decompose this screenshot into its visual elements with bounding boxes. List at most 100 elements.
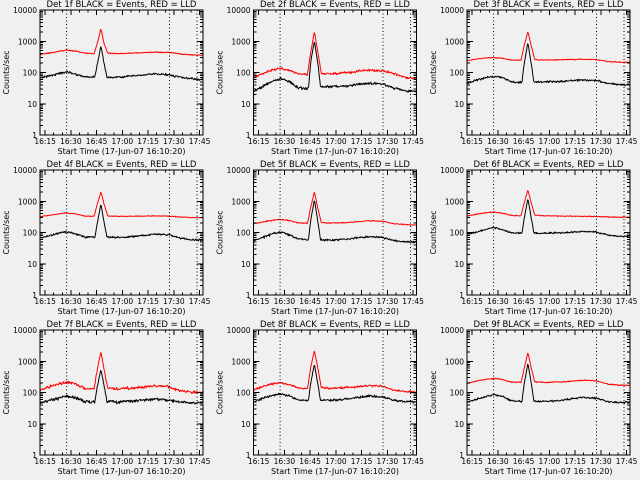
x-tick-label: 16:30 <box>487 457 509 466</box>
x-tick-label: 17:45 <box>616 457 638 466</box>
chart-svg: Det 3f BLACK = Events, RED = LLD 16:15 16:… <box>429 0 638 156</box>
x-axis-label: Start Time (17-Jun-07 16:10:20) <box>58 467 186 476</box>
y-tick-label: 1000 <box>231 197 250 206</box>
series-events-line <box>466 43 630 87</box>
y-tick-label: 100 <box>23 389 38 398</box>
chart-svg: Det 4f BLACK = Events, RED = LLD 16:15 16:… <box>2 160 211 316</box>
x-tick-label: 16:45 <box>86 297 108 306</box>
x-axis-label: Start Time (17-Jun-07 16:10:20) <box>271 467 399 476</box>
chart-svg: Det 9f BLACK = Events, RED = LLD 16:15 16:… <box>429 320 638 476</box>
y-axis-label: Counts/sec <box>2 50 11 94</box>
x-tick-label: 17:00 <box>539 457 561 466</box>
x-tick-label: 16:15 <box>248 457 270 466</box>
y-tick-label: 1 <box>246 131 251 140</box>
x-tick-label: 16:15 <box>461 137 483 146</box>
y-tick-label: 1000 <box>231 37 250 46</box>
x-tick-label: 16:30 <box>274 297 296 306</box>
y-tick-label: 10000 <box>227 166 251 175</box>
axes <box>466 9 631 136</box>
x-tick-label: 17:15 <box>137 137 159 146</box>
x-tick-label: 16:30 <box>487 297 509 306</box>
y-axis-label: Counts/sec <box>216 370 225 414</box>
series-lld-line <box>253 192 417 226</box>
x-tick-label: 17:00 <box>112 457 134 466</box>
x-tick-label: 17:15 <box>564 137 586 146</box>
panel-title: Det 6f BLACK = Events, RED = LLD <box>474 160 624 170</box>
x-tick-label: 17:15 <box>351 297 373 306</box>
y-axis-label: Counts/sec <box>216 210 225 254</box>
y-tick-label: 10000 <box>13 166 37 175</box>
x-tick-label: 17:30 <box>590 457 612 466</box>
x-tick-label: 17:45 <box>402 457 424 466</box>
plot-panel-det-9f: Det 9f BLACK = Events, RED = LLD 16:15 16:… <box>427 320 640 480</box>
y-tick-label: 1000 <box>231 357 250 366</box>
y-tick-label: 10 <box>27 260 37 269</box>
x-tick-label: 17:30 <box>590 137 612 146</box>
y-tick-label: 1000 <box>18 357 37 366</box>
series-lld-line <box>39 352 204 395</box>
y-tick-label: 100 <box>450 389 465 398</box>
y-axis-label: Counts/sec <box>429 50 438 94</box>
axes <box>253 9 417 136</box>
plot-panel-det-5f: Det 5f BLACK = Events, RED = LLD 16:15 16:… <box>213 160 427 320</box>
y-axis-label: Counts/sec <box>429 370 438 414</box>
plot-panel-det-2f: Det 2f BLACK = Events, RED = LLD 16:15 16:… <box>213 0 427 160</box>
x-tick-label: 17:30 <box>377 137 399 146</box>
y-tick-label: 10 <box>241 260 251 269</box>
plot-panel-det-1f: Det 1f BLACK = Events, RED = LLD 16:15 16:… <box>0 0 213 160</box>
axes <box>466 169 631 296</box>
axes <box>466 329 631 456</box>
x-tick-label: 17:30 <box>163 297 185 306</box>
plot-panel-det-6f: Det 6f BLACK = Events, RED = LLD 16:15 16:… <box>427 160 640 320</box>
chart-svg: Det 6f BLACK = Events, RED = LLD 16:15 16:… <box>429 160 638 316</box>
x-tick-label: 17:15 <box>351 457 373 466</box>
y-tick-label: 10 <box>454 260 464 269</box>
x-axis-label: Start Time (17-Jun-07 16:10:20) <box>485 147 613 156</box>
x-tick-label: 16:45 <box>513 137 535 146</box>
y-tick-label: 1 <box>459 291 464 300</box>
plot-panel-det-4f: Det 4f BLACK = Events, RED = LLD 16:15 16:… <box>0 160 213 320</box>
x-axis-label: Start Time (17-Jun-07 16:10:20) <box>485 307 613 316</box>
x-tick-label: 17:00 <box>539 297 561 306</box>
x-tick-label: 16:15 <box>34 457 56 466</box>
chart-svg: Det 1f BLACK = Events, RED = LLD 16:15 16:… <box>2 0 211 156</box>
panel-title: Det 9f BLACK = Events, RED = LLD <box>474 320 624 330</box>
x-axis-label: Start Time (17-Jun-07 16:10:20) <box>271 307 399 316</box>
y-tick-label: 1 <box>246 291 251 300</box>
x-axis-label: Start Time (17-Jun-07 16:10:20) <box>271 147 399 156</box>
panel-title: Det 8f BLACK = Events, RED = LLD <box>260 320 410 330</box>
x-tick-label: 17:45 <box>616 297 638 306</box>
y-tick-label: 1000 <box>445 357 464 366</box>
x-axis-label: Start Time (17-Jun-07 16:10:20) <box>485 467 613 476</box>
series-lld-line <box>39 191 203 219</box>
x-tick-label: 17:45 <box>189 457 211 466</box>
y-tick-label: 100 <box>450 69 465 78</box>
series-lld-line <box>39 28 203 56</box>
series-events-line <box>253 41 417 93</box>
y-tick-label: 1000 <box>18 197 37 206</box>
panel-title: Det 3f BLACK = Events, RED = LLD <box>474 0 624 10</box>
series-events-line <box>466 363 630 404</box>
x-tick-label: 17:30 <box>163 457 185 466</box>
axes <box>253 329 417 456</box>
y-tick-label: 1000 <box>445 37 464 46</box>
series-events-line <box>39 46 204 81</box>
panel-title: Det 5f BLACK = Events, RED = LLD <box>260 160 410 170</box>
x-tick-label: 16:45 <box>513 297 535 306</box>
chart-svg: Det 5f BLACK = Events, RED = LLD 16:15 16:… <box>216 160 425 316</box>
x-axis-label: Start Time (17-Jun-07 16:10:20) <box>58 147 186 156</box>
x-tick-label: 16:15 <box>248 137 270 146</box>
series-events-line <box>39 370 203 405</box>
y-axis-label: Counts/sec <box>429 210 438 254</box>
x-tick-label: 16:30 <box>487 137 509 146</box>
y-tick-label: 10000 <box>13 326 37 335</box>
series-lld-line <box>253 350 417 394</box>
panel-title: Det 4f BLACK = Events, RED = LLD <box>47 160 197 170</box>
x-axis-label: Start Time (17-Jun-07 16:10:20) <box>58 307 186 316</box>
x-tick-label: 17:00 <box>112 137 134 146</box>
chart-svg: Det 8f BLACK = Events, RED = LLD 16:15 16:… <box>216 320 425 476</box>
x-tick-label: 16:15 <box>34 137 56 146</box>
x-tick-label: 17:30 <box>590 297 612 306</box>
y-tick-label: 100 <box>23 69 38 78</box>
